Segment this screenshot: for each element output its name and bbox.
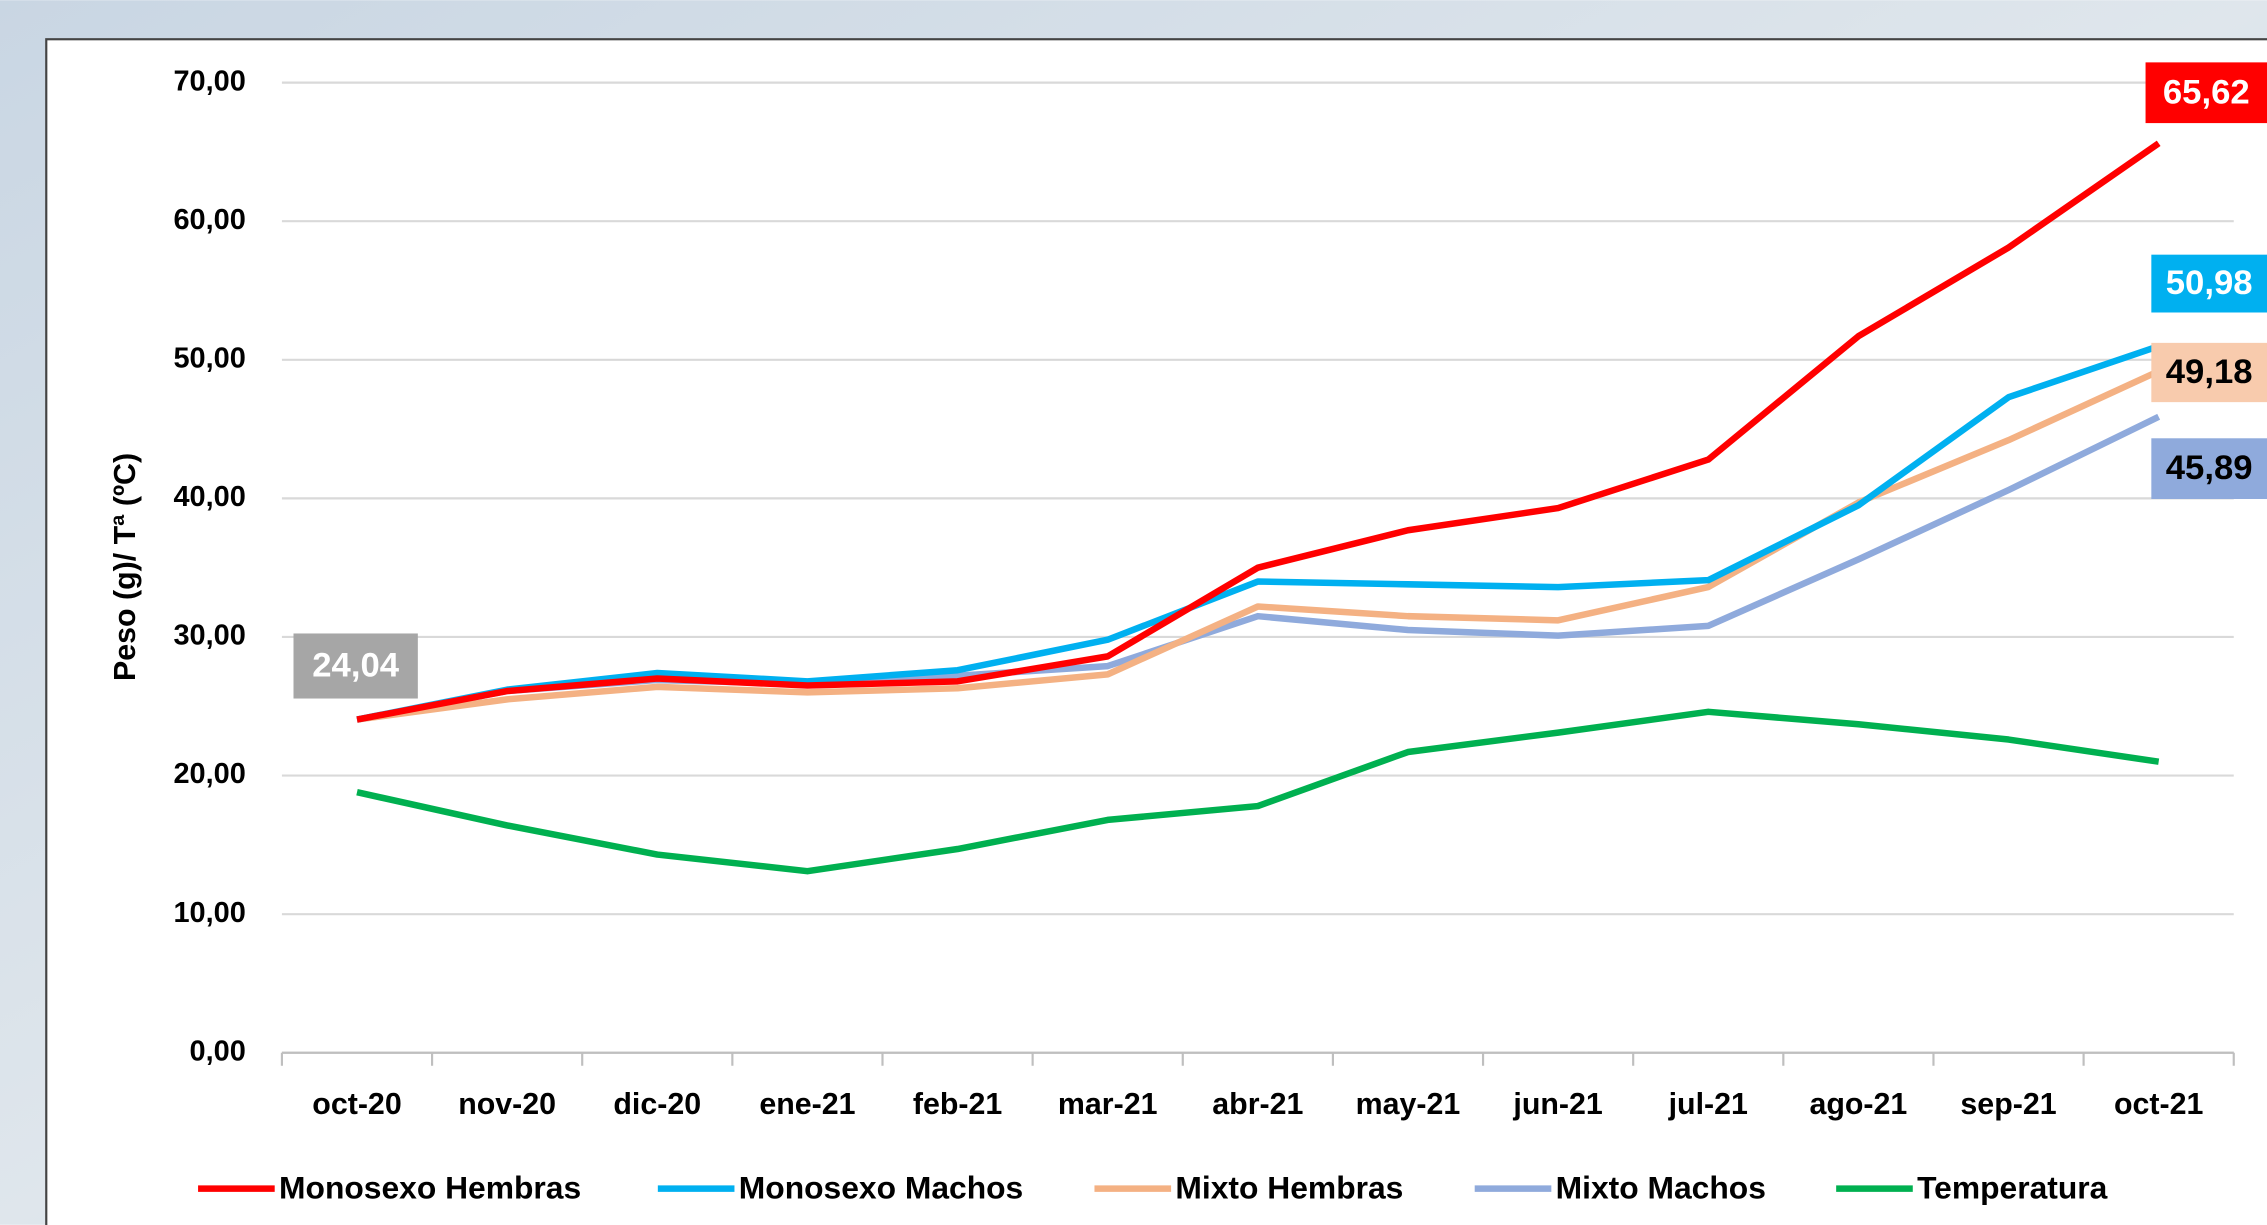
- x-tick-label: sep-21: [1960, 1088, 2056, 1121]
- legend-label: Temperatura: [1917, 1169, 2108, 1205]
- legend-label: Mixto Hembras: [1175, 1169, 1403, 1205]
- data-label: 24,04: [312, 647, 400, 685]
- x-tick-label: abr-21: [1212, 1088, 1303, 1121]
- y-tick-label: 30,00: [173, 620, 245, 652]
- x-tick-label: nov-20: [458, 1088, 556, 1121]
- x-tick-label: jul-21: [1668, 1088, 1748, 1121]
- x-tick-label: may-21: [1356, 1088, 1461, 1121]
- data-label: 50,98: [2166, 264, 2253, 302]
- x-tick-label: jun-21: [1512, 1088, 1603, 1121]
- y-tick-label: 0,00: [190, 1035, 246, 1067]
- x-tick-label: oct-20: [312, 1088, 401, 1121]
- page: {"chart_data": {"type": "line", "ylabel"…: [0, 0, 2267, 1225]
- y-tick-label: 20,00: [173, 758, 245, 790]
- data-label: 49,18: [2166, 353, 2253, 391]
- y-tick-label: 60,00: [173, 204, 245, 236]
- x-tick-label: oct-21: [2114, 1088, 2204, 1121]
- y-tick-label: 10,00: [173, 897, 245, 929]
- legend-label: Monosexo Machos: [739, 1169, 1023, 1205]
- y-tick-label: 40,00: [173, 481, 245, 513]
- legend-label: Mixto Machos: [1556, 1169, 1766, 1205]
- data-label: 45,89: [2166, 449, 2253, 487]
- x-tick-label: feb-21: [913, 1088, 1003, 1121]
- y-axis-title: Peso (g)/ Tª (ºC): [109, 453, 142, 681]
- x-tick-label: ene-21: [759, 1088, 855, 1121]
- legend-label: Monosexo Hembras: [279, 1169, 581, 1205]
- data-label: 65,62: [2163, 73, 2250, 111]
- y-tick-label: 50,00: [173, 342, 245, 374]
- plot-panel: [46, 39, 2267, 1225]
- x-tick-label: mar-21: [1058, 1088, 1158, 1121]
- y-tick-label: 70,00: [173, 65, 245, 97]
- chart: Peso (g)/ Tª (ºC) 0,00 10,00 20,00 30,00 40,…: [0, 0, 2267, 1225]
- x-tick-label: ago-21: [1809, 1088, 1907, 1121]
- x-tick-label: dic-20: [613, 1088, 701, 1121]
